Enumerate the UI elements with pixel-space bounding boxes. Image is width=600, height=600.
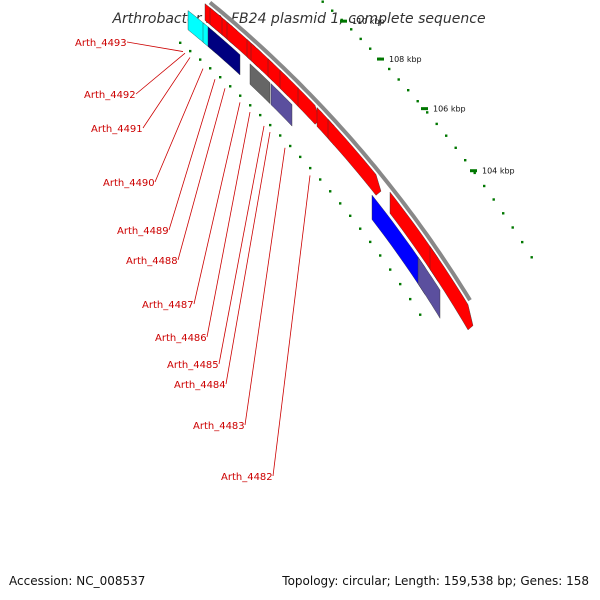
scale-tick bbox=[454, 146, 457, 149]
inner-tick bbox=[259, 113, 262, 117]
gene-label: Arth_4483 bbox=[193, 421, 245, 432]
major-tick bbox=[377, 57, 384, 61]
gene-label: Arth_4489 bbox=[117, 226, 169, 237]
cds-reverse-block bbox=[249, 63, 271, 105]
cds-forward-block bbox=[429, 245, 474, 331]
leader-line bbox=[142, 57, 191, 129]
inner-tick bbox=[369, 240, 372, 244]
gene-label: Arth_4488 bbox=[126, 256, 178, 267]
gene-label: Arth_4485 bbox=[167, 360, 219, 371]
scale-tick bbox=[464, 159, 467, 162]
leader-line bbox=[168, 79, 216, 231]
leader-line bbox=[126, 41, 184, 52]
sequence-backbone bbox=[208, 0, 472, 302]
gene-label: Arth_4484 bbox=[174, 380, 226, 391]
scale-tick bbox=[492, 198, 495, 201]
major-tick bbox=[340, 19, 347, 23]
inner-tick bbox=[209, 67, 212, 70]
gene-label: Arth_4487 bbox=[142, 300, 194, 311]
gene-label: Arth_4492 bbox=[84, 90, 136, 101]
scale-tick bbox=[359, 37, 362, 41]
inner-tick bbox=[339, 202, 342, 205]
scale-tick bbox=[397, 78, 400, 81]
scale-tick bbox=[445, 134, 448, 137]
kbp-label: 104 kbp bbox=[482, 167, 515, 176]
inner-tick bbox=[409, 297, 412, 301]
scale-tick bbox=[350, 28, 353, 31]
inner-tick bbox=[179, 41, 182, 44]
inner-tick bbox=[349, 214, 352, 217]
inner-tick bbox=[249, 104, 252, 107]
scale-tick bbox=[416, 100, 419, 103]
outer-tick-track bbox=[321, 0, 533, 259]
cds-reverse-block bbox=[270, 83, 293, 127]
inner-tick bbox=[359, 227, 362, 230]
inner-tick bbox=[229, 85, 232, 88]
inner-tick bbox=[329, 190, 332, 193]
scale-tick bbox=[511, 226, 514, 229]
inner-tick bbox=[279, 134, 282, 137]
inner-tick bbox=[219, 76, 222, 79]
cds-reverse-block bbox=[207, 26, 241, 76]
cds-forward-block bbox=[327, 118, 382, 196]
inner-tick bbox=[269, 123, 272, 127]
label-leaders bbox=[126, 41, 311, 477]
gene-label: Arth_4490 bbox=[103, 178, 155, 189]
accession-text: Accession: NC_008537 bbox=[9, 574, 146, 588]
leader-line bbox=[272, 175, 311, 477]
scale-tick bbox=[435, 122, 438, 126]
gene-track bbox=[187, 3, 474, 331]
gene-labels: Arth_4493 Arth_4492 Arth_4491 Arth_4490 Arth… bbox=[75, 38, 273, 483]
topology-summary: Topology: circular; Length: 159,538 bp; … bbox=[282, 574, 589, 588]
kbp-label: 108 kbp bbox=[389, 55, 422, 64]
scale-tick bbox=[369, 47, 372, 50]
leader-line bbox=[177, 88, 226, 261]
leader-line bbox=[206, 111, 251, 338]
gene-label: Arth_4486 bbox=[155, 333, 207, 344]
major-tick bbox=[421, 107, 428, 111]
inner-tick bbox=[289, 144, 292, 148]
inner-tick bbox=[309, 166, 312, 170]
leader-line bbox=[193, 102, 241, 305]
map-title: Arthrobacter sp. FB24 plasmid 1, complet… bbox=[111, 11, 485, 27]
inner-tick bbox=[379, 254, 382, 257]
kbp-label: 106 kbp bbox=[433, 105, 466, 114]
inner-tick bbox=[199, 58, 202, 61]
scale-tick bbox=[473, 171, 476, 175]
inner-tick bbox=[389, 268, 392, 271]
leader-line bbox=[154, 68, 204, 183]
inner-tick bbox=[419, 313, 422, 316]
inner-tick bbox=[399, 282, 402, 286]
gene-label: Arth_4493 bbox=[75, 38, 127, 49]
inner-tick bbox=[189, 49, 192, 53]
leader-line bbox=[244, 147, 286, 426]
inner-tick bbox=[239, 94, 242, 97]
scale-tick bbox=[483, 184, 486, 188]
inner-tick bbox=[319, 178, 322, 181]
inner-tick bbox=[299, 155, 302, 159]
scale-tick bbox=[407, 89, 410, 92]
scale-tick bbox=[388, 67, 391, 71]
cds-reverse-block bbox=[417, 256, 441, 320]
leader-line bbox=[135, 52, 186, 95]
scale-tick bbox=[502, 212, 505, 215]
scale-tick bbox=[331, 9, 334, 12]
kbp-label: 110 kbp bbox=[352, 17, 385, 26]
leader-line bbox=[225, 132, 271, 385]
major-tick bbox=[470, 169, 477, 173]
inner-tick-track bbox=[179, 41, 422, 316]
gene-label: Arth_4482 bbox=[221, 472, 273, 483]
scale-tick bbox=[530, 256, 533, 259]
scale-tick bbox=[426, 111, 429, 114]
leader-line bbox=[218, 125, 265, 365]
scale-tick bbox=[321, 0, 324, 3]
scale-tick bbox=[521, 240, 524, 244]
gene-label: Arth_4491 bbox=[91, 124, 143, 135]
